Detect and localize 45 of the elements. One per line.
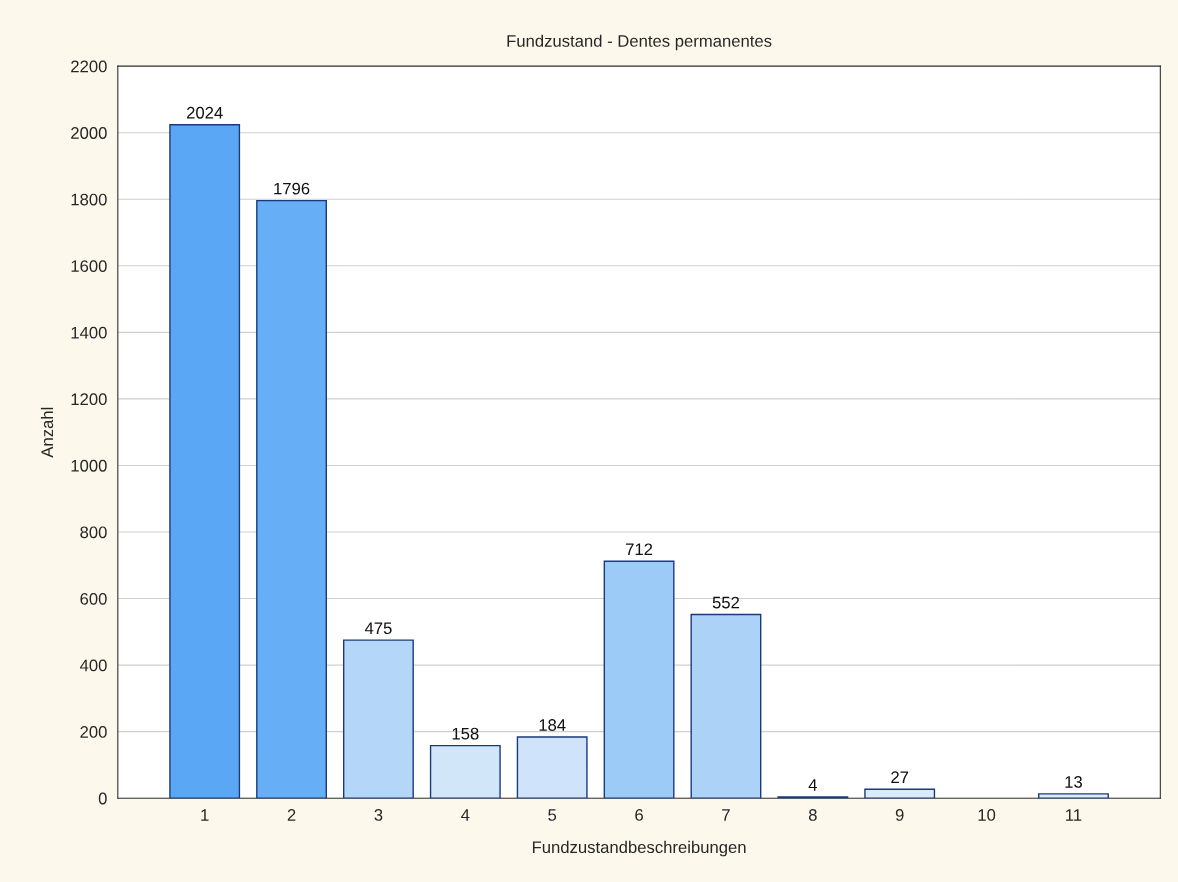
- data-label: 475: [364, 622, 392, 635]
- y-axis-title: Anzahl: [40, 407, 54, 458]
- x-tick-label: 7: [722, 809, 730, 821]
- chart-title: Fundzustand - Dentes permanentes: [507, 34, 772, 51]
- x-tick-label: 9: [895, 809, 904, 821]
- data-label: 13: [1065, 776, 1082, 788]
- data-label: 184: [539, 719, 566, 731]
- y-tick-label: 0: [98, 792, 107, 805]
- data-label: 712: [626, 543, 653, 556]
- x-tick-label: 5: [548, 809, 557, 821]
- bar: [864, 788, 936, 799]
- bar: [516, 736, 588, 799]
- bar: [690, 613, 762, 799]
- data-label: 4: [808, 779, 817, 791]
- x-tick-label: 8: [808, 809, 817, 821]
- y-tick-label: 200: [80, 726, 107, 738]
- data-label: 552: [712, 596, 740, 609]
- bar: [169, 124, 241, 799]
- data-label: 27: [891, 771, 909, 783]
- x-tick-label: 4: [461, 809, 470, 821]
- data-label: 2024: [186, 106, 223, 119]
- bar: [256, 199, 328, 799]
- data-label: 158: [452, 727, 479, 740]
- y-tick-label: 1400: [71, 326, 107, 339]
- x-tick-label: 3: [374, 809, 383, 821]
- y-tick-label: 400: [79, 659, 107, 672]
- y-tick-label: 600: [80, 592, 107, 605]
- y-tick-label: 1800: [71, 193, 107, 206]
- x-tick-label: 6: [635, 809, 643, 821]
- y-tick-label: 2000: [71, 127, 107, 139]
- x-tick-label: 10: [978, 809, 996, 821]
- x-tick-label: 1: [201, 809, 209, 821]
- y-tick-label: 1600: [71, 260, 107, 273]
- x-tick-label: 11: [1066, 809, 1082, 821]
- y-tick-label: 2200: [71, 60, 107, 73]
- y-tick-label: 800: [80, 526, 107, 539]
- y-tick-label: 1000: [71, 459, 107, 472]
- bar: [342, 639, 414, 799]
- x-tick-label: 2: [287, 809, 296, 821]
- data-label: 1796: [274, 182, 310, 195]
- bar: [1038, 793, 1109, 799]
- bar: [603, 560, 675, 799]
- y-tick-label: 1200: [71, 393, 107, 406]
- bar: [429, 744, 501, 799]
- x-axis-title: Fundzustandbeschreibungen: [532, 840, 746, 857]
